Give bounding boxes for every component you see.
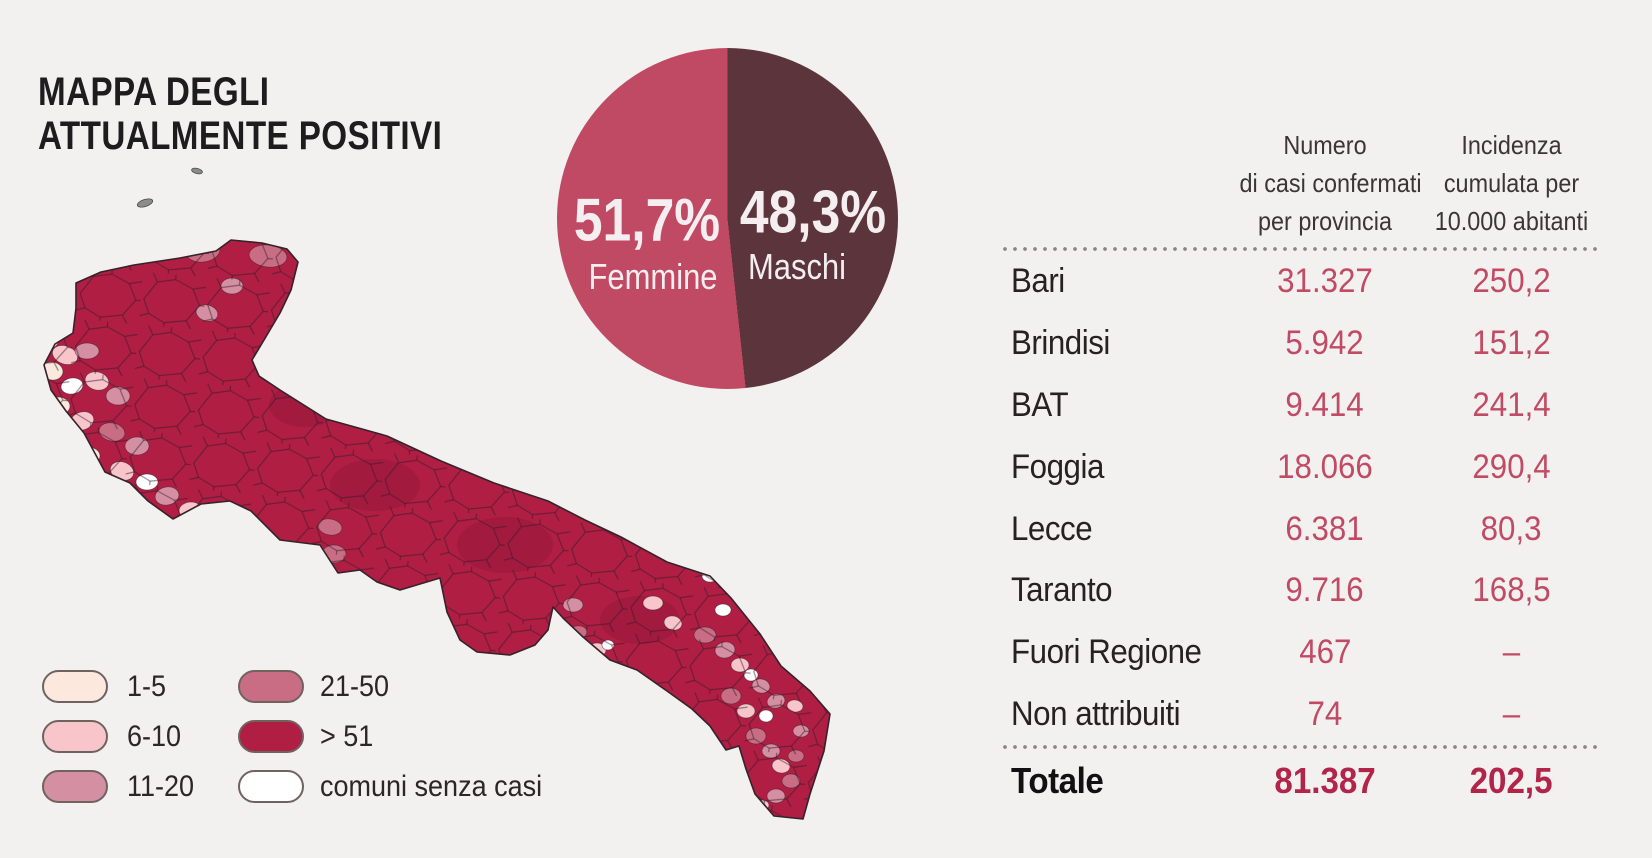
cell-incidence: 80,3 bbox=[1481, 509, 1542, 548]
legend-swatch-11-20 bbox=[42, 770, 108, 803]
header-line: per provincia bbox=[1258, 206, 1392, 236]
cell-province: Taranto bbox=[1011, 571, 1113, 610]
header-line: Numero bbox=[1283, 130, 1367, 160]
cell-incidence: 151,2 bbox=[1472, 324, 1551, 363]
cell-cases: 5.942 bbox=[1285, 324, 1365, 363]
legend-swatch-1-5 bbox=[42, 670, 108, 703]
cell-province: Brindisi bbox=[1011, 324, 1110, 363]
table-divider-bottom bbox=[1003, 745, 1603, 749]
cell-cases: 9.414 bbox=[1285, 385, 1365, 424]
table-header: Numero di casi confermati per provincia … bbox=[1003, 126, 1603, 240]
municipality-patch bbox=[272, 555, 302, 577]
legend-label: > 51 bbox=[320, 720, 374, 753]
page-title-line1: MAPPA DEGLI bbox=[38, 70, 270, 114]
header-line: Incidenza bbox=[1461, 130, 1562, 160]
cell-cases: 6.381 bbox=[1285, 509, 1365, 548]
cell-incidence: 168,5 bbox=[1472, 571, 1551, 610]
cell-province: Fuori Regione bbox=[1011, 633, 1202, 672]
page-title: MAPPA DEGLI ATTUALMENTE POSITIVI bbox=[38, 70, 442, 158]
header-line: 10.000 abitanti bbox=[1434, 206, 1589, 236]
table-body: Bari 31.327 250,2 Brindisi 5.942 151,2 B… bbox=[1003, 251, 1603, 745]
pie-label-male: Maschi bbox=[747, 246, 847, 287]
municipality-patch bbox=[235, 567, 259, 585]
gender-pie-chart: 51,7% Femmine 48,3% Maschi bbox=[557, 48, 898, 389]
cell-province: BAT bbox=[1011, 385, 1069, 424]
legend-label: 21-50 bbox=[320, 670, 390, 703]
legend-swatch-51plus bbox=[238, 720, 304, 753]
municipality-patch bbox=[325, 577, 349, 595]
page-title-line2: ATTUALMENTE POSITIVI bbox=[38, 114, 443, 158]
municipality-patch bbox=[303, 566, 331, 586]
cell-province: Bari bbox=[1011, 262, 1065, 301]
cell-incidence: 241,4 bbox=[1472, 385, 1551, 424]
cell-incidence: – bbox=[1502, 694, 1521, 733]
puglia-map bbox=[43, 167, 831, 820]
tremiti-island-icon bbox=[191, 167, 203, 175]
cell-province: Foggia bbox=[1011, 447, 1104, 486]
pie-label-female: Femmine bbox=[588, 256, 718, 297]
cell-province: Lecce bbox=[1011, 509, 1093, 548]
legend-swatch-6-10 bbox=[42, 720, 108, 753]
cell-province: Non attribuiti bbox=[1011, 694, 1181, 733]
header-line: cumulata per bbox=[1443, 168, 1580, 198]
cell-cases: 9.716 bbox=[1285, 571, 1365, 610]
header-province-column bbox=[1014, 126, 1218, 240]
total-label: Totale bbox=[1011, 760, 1104, 801]
legend-swatch-21-50 bbox=[238, 670, 304, 703]
cell-incidence: 250,2 bbox=[1472, 262, 1551, 301]
tremiti-island-icon bbox=[136, 198, 154, 208]
pie-value-male: 48,3% bbox=[739, 178, 887, 246]
legend-swatch-no-cases bbox=[238, 770, 304, 803]
table-total-row: Totale 81.387 202,5 bbox=[1003, 747, 1603, 815]
legend-label: 6-10 bbox=[127, 720, 182, 753]
legend-label: 1-5 bbox=[127, 670, 167, 703]
cell-cases: 31.327 bbox=[1277, 262, 1373, 301]
header-incidence-column: Incidenza cumulata per 10.000 abitanti bbox=[1429, 126, 1594, 240]
cell-cases: 74 bbox=[1307, 694, 1343, 733]
total-incidence: 202,5 bbox=[1470, 760, 1553, 801]
municipality-patch bbox=[243, 545, 271, 567]
municipality-patch bbox=[212, 535, 242, 557]
municipality-patch bbox=[161, 517, 185, 535]
municipality-patch bbox=[264, 576, 290, 596]
legend-label: 11-20 bbox=[127, 770, 195, 803]
header-line: di casi confermati bbox=[1239, 168, 1422, 198]
cell-incidence: – bbox=[1502, 633, 1521, 672]
legend-label: comuni senza casi bbox=[320, 770, 543, 803]
cell-cases: 467 bbox=[1298, 633, 1352, 672]
pie-value-female: 51,7% bbox=[573, 186, 721, 254]
total-cases: 81.387 bbox=[1274, 760, 1376, 801]
table-divider-top bbox=[1003, 247, 1603, 251]
cell-cases: 18.066 bbox=[1277, 447, 1373, 486]
cell-incidence: 290,4 bbox=[1472, 447, 1551, 486]
header-cases-column: Numero di casi confermati per provincia bbox=[1239, 126, 1422, 240]
